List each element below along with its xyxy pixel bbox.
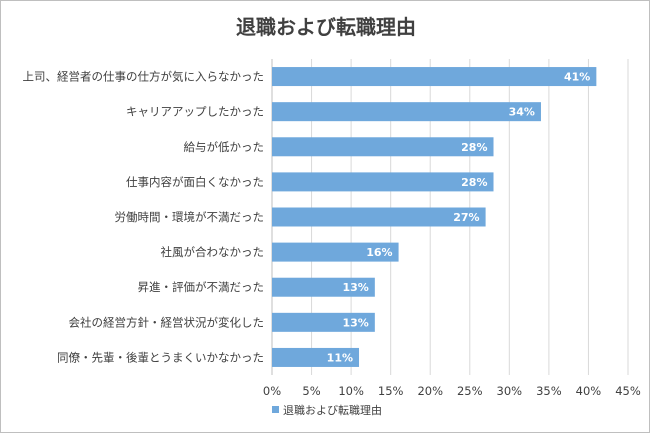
bar: [272, 277, 375, 297]
category-label: 会社の経営方針・経営状況が変化した: [69, 315, 265, 329]
bar-data-label: 27%: [453, 211, 479, 224]
bar: [272, 102, 541, 122]
category-labels: 上司、経営者の仕事の仕方が気に入らなかったキャリアアップしたかった給与が低かった…: [23, 70, 265, 365]
bar: [272, 137, 494, 157]
category-label: 社風が合わなかった: [161, 245, 265, 259]
legend: 退職および転職理由: [272, 403, 382, 417]
bar-data-label: 41%: [564, 71, 590, 84]
x-tick-label: 25%: [457, 384, 483, 398]
bar-data-label: 13%: [343, 316, 369, 329]
bar-data-label: 11%: [327, 351, 353, 364]
x-tick-label: 15%: [378, 384, 404, 398]
legend-swatch: [272, 406, 279, 413]
bar: [272, 67, 597, 87]
x-tick-labels: 0% 5% 10% 15% 20% 25% 30% 35% 40% 45%: [263, 384, 641, 398]
x-tick-label: 45%: [615, 384, 641, 398]
bar-data-label: 28%: [461, 141, 487, 154]
x-tick-label: 5%: [302, 384, 320, 398]
bar-data-label: 16%: [366, 246, 392, 259]
bar: [272, 172, 494, 192]
category-label: 同僚・先輩・後輩とうまくいかなかった: [57, 350, 264, 364]
x-tick-label: 30%: [497, 384, 523, 398]
category-label: 仕事内容が面白くなかった: [126, 175, 264, 189]
category-label: 給与が低かった: [184, 140, 265, 154]
bar-data-label: 34%: [509, 106, 535, 119]
category-label: キャリアアップしたかった: [126, 105, 264, 119]
chart-title: 退職および転職理由: [236, 15, 416, 39]
bar: [272, 347, 360, 367]
x-tick-label: 10%: [338, 384, 364, 398]
bar-data-label: 28%: [461, 176, 487, 189]
bar: [272, 312, 375, 332]
x-tick-label: 35%: [536, 384, 562, 398]
bar-data-label: 13%: [343, 281, 369, 294]
bars: 41% 34% 28% 28% 27% 16% 13% 13% 11%: [272, 67, 597, 367]
x-tick-label: 40%: [576, 384, 602, 398]
x-tick-label: 0%: [263, 384, 281, 398]
category-label: 労働時間・環境が不満だった: [115, 210, 265, 224]
x-tick-label: 20%: [417, 384, 443, 398]
category-label: 上司、経営者の仕事の仕方が気に入らなかった: [23, 70, 265, 84]
legend-label: 退職および転職理由: [283, 403, 382, 417]
category-label: 昇進・評価が不満だった: [138, 280, 265, 294]
bar: [272, 207, 486, 227]
bar: [272, 242, 399, 262]
